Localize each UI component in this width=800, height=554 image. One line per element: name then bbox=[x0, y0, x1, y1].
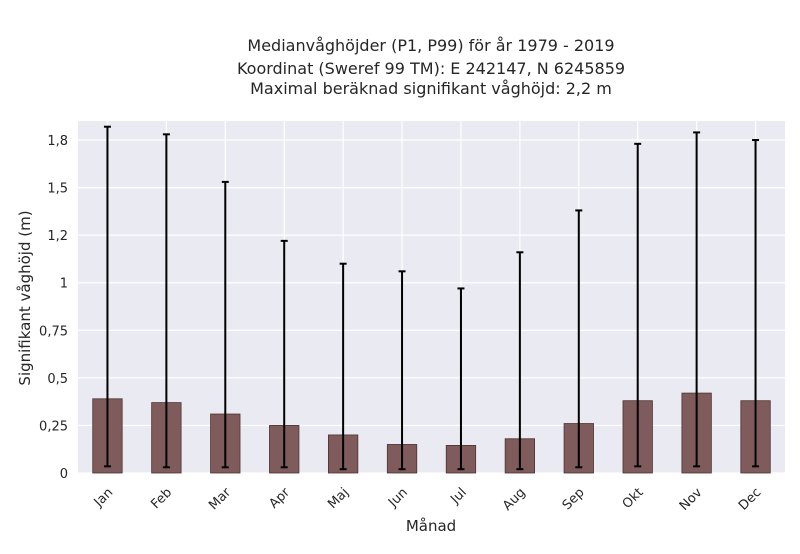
y-tick-label: 1,8 bbox=[47, 134, 68, 149]
y-tick-labels: 0 0,25 0,5 0,75 1 1,2 1,5 1,8 bbox=[39, 134, 68, 482]
errorbar-layer bbox=[103, 125, 760, 471]
x-tick-label-apr: Apr bbox=[267, 485, 294, 512]
errorbar-sep bbox=[575, 209, 583, 469]
chart-title-line-1: Medianvåghöjder (P1, P99) för år 1979 - … bbox=[247, 36, 614, 55]
y-tick-label: 1 bbox=[60, 277, 68, 292]
x-axis-label: Månad bbox=[406, 517, 456, 535]
y-tick-label: 0,5 bbox=[47, 372, 68, 387]
x-tick-label-jun: Jun bbox=[385, 485, 411, 511]
errorbar-jun bbox=[398, 270, 406, 471]
x-tick-label-sep: Sep bbox=[560, 485, 588, 513]
errorbar-aug bbox=[516, 251, 524, 471]
errorbar-okt bbox=[634, 142, 642, 468]
errorbar-apr bbox=[280, 239, 288, 469]
y-tick-label: 1,2 bbox=[47, 229, 68, 244]
errorbar-dec bbox=[752, 139, 760, 468]
x-tick-label-jan: Jan bbox=[91, 485, 116, 510]
chart-title-line-3: Maximal beräknad signifikant våghöjd: 2,… bbox=[250, 79, 612, 98]
x-tick-labels: Jan Feb Mar Apr Maj Jun Jul Aug Sep Okt Nov Dec bbox=[91, 485, 765, 514]
y-axis-label: Signifikant våghöjd (m) bbox=[16, 210, 34, 385]
x-tick-label-dec: Dec bbox=[736, 485, 764, 513]
x-tick-label-okt: Okt bbox=[620, 485, 647, 512]
errorbar-jan bbox=[103, 125, 111, 468]
y-tick-label: 0 bbox=[60, 467, 68, 482]
errorbar-nov bbox=[693, 131, 701, 468]
x-tick-label-maj: Maj bbox=[325, 485, 352, 512]
y-tick-label: 0,25 bbox=[39, 419, 68, 434]
chart-title-line-2: Koordinat (Sweref 99 TM): E 242147, N 62… bbox=[237, 59, 625, 78]
errorbar-maj bbox=[339, 262, 347, 471]
x-tick-label-feb: Feb bbox=[148, 485, 175, 512]
x-tick-label-mar: Mar bbox=[206, 485, 234, 513]
errorbar-jul bbox=[457, 287, 465, 471]
y-tick-label: 0,75 bbox=[39, 324, 68, 339]
errorbar-mar bbox=[221, 180, 229, 469]
y-tick-label: 1,5 bbox=[47, 182, 68, 197]
errorbar-feb bbox=[162, 133, 170, 469]
x-tick-label-aug: Aug bbox=[500, 485, 529, 514]
x-tick-label-jul: Jul bbox=[447, 485, 469, 507]
x-tick-label-nov: Nov bbox=[677, 485, 706, 514]
plot-area bbox=[78, 121, 785, 473]
